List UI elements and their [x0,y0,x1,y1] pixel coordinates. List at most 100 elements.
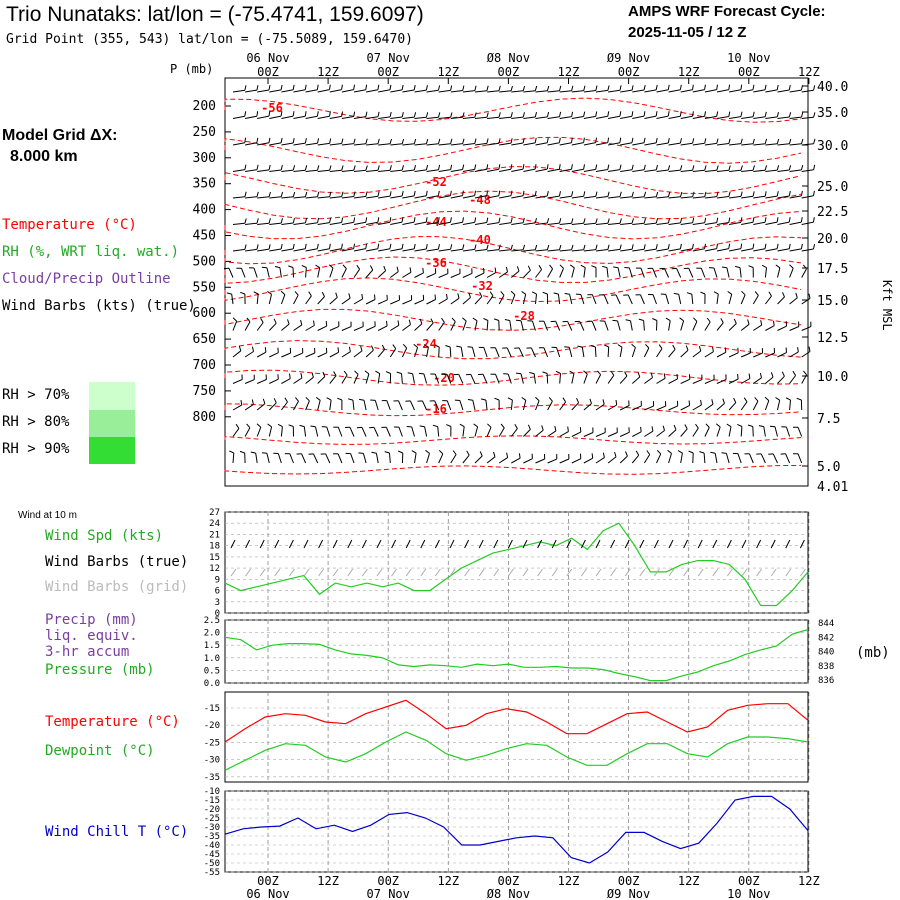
surface-wind-barb-grid [756,568,763,577]
wind-barb-flag [615,399,618,406]
wind-barb-flag [721,452,727,454]
wind-barb [511,457,521,464]
wind-barb [494,347,500,358]
surface-wind-barb-grid [653,568,660,577]
pressure-axis-title: P (mb) [170,62,213,76]
wind-barb [426,143,439,146]
surface-wind-barb [741,539,747,549]
wind-barb-flag [365,191,368,197]
wind-barb-flag [602,452,605,458]
wind-barb-flag [277,423,283,428]
isotherm-contour [224,308,802,331]
wind-barb [487,249,500,252]
model-grid-value: 8.000 km [10,148,78,165]
wind-at-10m-label: Wind at 10 m [18,510,77,521]
wind-barb [765,352,775,358]
wind-barb-flag [643,244,646,250]
wind-barb [438,116,451,119]
top-time-tick-label: 12Z [798,65,820,79]
wind-barb-flag [287,319,290,325]
pressure-tick-label: 600 [193,306,216,321]
wind-barb-flag [583,244,586,250]
wind-barb [353,89,366,93]
wind-barb-flag [619,191,622,197]
surface-wind-barb-grid [347,568,354,577]
height-tick-label: 22.5 [817,205,848,220]
wind-barb [522,400,527,411]
wind-barb [692,379,703,384]
wind-barb [688,268,694,278]
wind-barb-flag [438,164,441,170]
wind-barb [583,115,596,119]
wind-barb-flag [549,264,553,270]
wind-barb [644,89,657,93]
wind-barb-flag [506,452,509,458]
wind-barb [777,375,785,384]
wind-barb [377,349,385,358]
wind-barb [535,249,548,252]
wind-barb-flag [554,425,557,432]
wind-barb-flag [256,423,262,428]
wind-barb [789,248,802,252]
wind-barb-flag [595,111,598,117]
wind-barb-flag [438,449,444,455]
wind-barb-flag [389,217,392,223]
wind-barb-flag [710,451,716,454]
wind-barb [583,90,596,93]
wind-barb-flag [740,111,743,117]
pressure-tick-label: 700 [193,358,216,373]
wind-barb-flag [268,137,271,143]
wind-barb [377,299,388,305]
wind-barb [438,453,444,464]
legend-rh80: RH > 80% [2,414,70,430]
wind-barb [353,221,366,225]
wind-barb-flag [764,217,767,223]
wind-barb-flag [801,164,804,171]
wind-barb [764,267,767,278]
wind-barb [269,169,282,172]
wind-barb [378,221,391,225]
wind-barb-flag [619,164,622,170]
wind-barb-flag [716,217,719,223]
wind-barb-flag [761,264,767,269]
wind-barb-flag [692,165,695,171]
wind-barb [232,89,245,93]
wind-barb-flag [369,265,374,271]
wind-barb [244,403,254,411]
wind-barb-flag [534,244,538,250]
wind-barb [341,248,354,252]
wind-barb [281,248,294,252]
wind-barb-flag [802,264,807,270]
wind-barb-flag [411,450,417,454]
wind-barb [305,196,318,199]
wind-barb-flag [800,85,803,91]
wind-barb-flag [510,85,513,91]
precip-tick-label: 1.5 [204,641,220,651]
wind-barb [704,427,710,437]
wind-barb [559,222,572,225]
wind-barb-flag [466,450,470,456]
wind-barb-flag [256,137,259,143]
wind-barb-flag [288,265,294,268]
wind-barb [329,375,337,384]
wind-barb [385,427,391,437]
wind-barb [293,196,306,199]
wind-barb-flag [377,111,380,117]
wind-barb [595,115,608,119]
wind-barb [402,324,411,331]
wind-barb [257,222,270,225]
wind-barb-flag [591,453,594,459]
wind-barb-flag [716,243,718,249]
wind-barb [438,221,451,225]
wind-barb-flag [273,398,277,404]
wind-barb-flag [337,347,340,353]
wind-barb [765,143,778,146]
wind-barb [245,142,257,146]
wind-barb [281,196,294,199]
wind-barb [801,248,814,252]
wind-barb-flag [583,191,586,197]
wind-barb-flag [402,343,408,349]
wind-chill-tick-label: -45 [204,850,220,860]
wind-barb [619,347,623,358]
wind-barb-flag [377,243,380,249]
